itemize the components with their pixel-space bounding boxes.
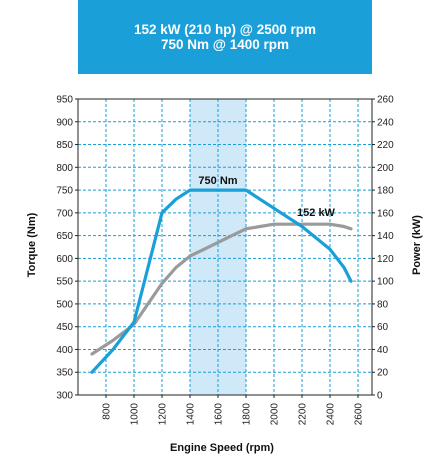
y-right-tick-label: 40 bbox=[377, 345, 389, 356]
y-left-tick-label: 950 bbox=[56, 95, 73, 106]
spec-banner: 152 kW (210 hp) @ 2500 rpm 750 Nm @ 1400… bbox=[78, 0, 372, 74]
x-axis-title: Engine Speed (rpm) bbox=[170, 442, 274, 454]
y-right-tick-label: 160 bbox=[377, 208, 394, 219]
banner-power-line: 152 kW (210 hp) @ 2500 rpm bbox=[134, 22, 316, 37]
y-left-tick-label: 700 bbox=[56, 208, 73, 219]
y-right-tick-label: 260 bbox=[377, 95, 394, 106]
y-right-tick-label: 0 bbox=[377, 391, 383, 402]
y-right-tick-label: 140 bbox=[377, 231, 394, 242]
y-left-tick-label: 750 bbox=[56, 186, 73, 197]
x-tick-label: 1000 bbox=[130, 403, 141, 426]
x-tick-label: 2600 bbox=[354, 403, 365, 426]
y-right-tick-label: 80 bbox=[377, 299, 389, 310]
plot-frame bbox=[77, 98, 373, 396]
y-right-tick-label: 200 bbox=[377, 163, 394, 174]
power-curve bbox=[90, 222, 353, 356]
torque-curve bbox=[90, 188, 353, 374]
banner-torque-line: 750 Nm @ 1400 rpm bbox=[161, 37, 289, 52]
x-tick-label: 1800 bbox=[242, 403, 253, 426]
y-right-tick-label: 180 bbox=[377, 186, 394, 197]
y-left-tick-label: 300 bbox=[56, 391, 73, 402]
y-left-tick-label: 400 bbox=[56, 345, 73, 356]
x-tick-label: 2200 bbox=[298, 403, 309, 426]
x-tick-label: 1400 bbox=[186, 403, 197, 426]
y-left-tick-label: 900 bbox=[56, 117, 73, 128]
y-right-tick-label: 60 bbox=[377, 322, 389, 333]
y-left-tick-label: 450 bbox=[56, 322, 73, 333]
y-right-tick-label: 240 bbox=[377, 117, 394, 128]
y-axis-left-title: Torque (Nm) bbox=[26, 212, 38, 277]
y-left-tick-label: 550 bbox=[56, 277, 73, 288]
x-tick-label: 2400 bbox=[326, 403, 337, 426]
x-tick-label: 1200 bbox=[158, 403, 169, 426]
y-left-tick-label: 850 bbox=[56, 140, 73, 151]
y-right-tick-label: 100 bbox=[377, 277, 394, 288]
torque-peak-label: 750 Nm bbox=[198, 175, 237, 187]
y-right-tick-label: 20 bbox=[377, 368, 389, 379]
y-axis-right-title: Power (kW) bbox=[411, 215, 423, 275]
y-left-tick-label: 600 bbox=[56, 254, 73, 265]
power-peak-label: 152 kW bbox=[297, 207, 336, 219]
y-left-tick-label: 350 bbox=[56, 368, 73, 379]
x-tick-label: 2000 bbox=[270, 403, 281, 426]
x-tick-label: 1600 bbox=[214, 403, 225, 426]
y-left-tick-label: 650 bbox=[56, 231, 73, 242]
y-right-tick-label: 220 bbox=[377, 140, 394, 151]
y-left-tick-label: 800 bbox=[56, 163, 73, 174]
y-left-tick-label: 500 bbox=[56, 299, 73, 310]
x-tick-label: 800 bbox=[102, 403, 113, 420]
y-right-tick-label: 120 bbox=[377, 254, 394, 265]
